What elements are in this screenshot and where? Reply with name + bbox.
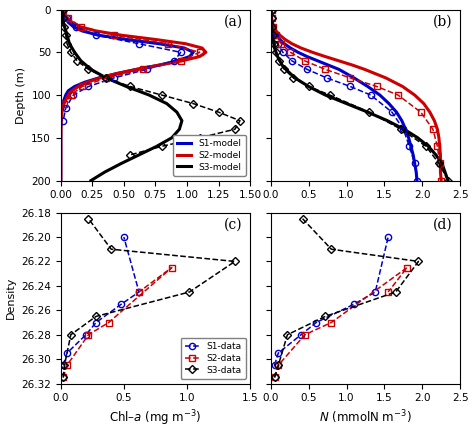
Text: (c): (c) bbox=[224, 218, 243, 232]
X-axis label: $N$ (mmolN m$^{-3}$): $N$ (mmolN m$^{-3}$) bbox=[319, 409, 412, 427]
Legend: S1-data, S2-data, S3-data: S1-data, S2-data, S3-data bbox=[181, 338, 246, 379]
Y-axis label: Depth (m): Depth (m) bbox=[16, 66, 26, 124]
Y-axis label: Density: Density bbox=[6, 277, 16, 319]
Legend: S1-model, S2-model, S3-model: S1-model, S2-model, S3-model bbox=[173, 135, 246, 176]
Text: (b): (b) bbox=[433, 15, 453, 29]
X-axis label: Chl–$a$ (mg m$^{-3}$): Chl–$a$ (mg m$^{-3}$) bbox=[109, 409, 202, 428]
Text: (d): (d) bbox=[433, 218, 453, 232]
Text: (a): (a) bbox=[223, 15, 243, 29]
